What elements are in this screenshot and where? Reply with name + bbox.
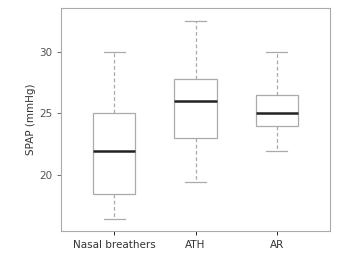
PathPatch shape: [93, 113, 135, 194]
PathPatch shape: [174, 79, 217, 138]
PathPatch shape: [256, 95, 298, 126]
Y-axis label: SPAP (mmHg): SPAP (mmHg): [26, 84, 36, 155]
